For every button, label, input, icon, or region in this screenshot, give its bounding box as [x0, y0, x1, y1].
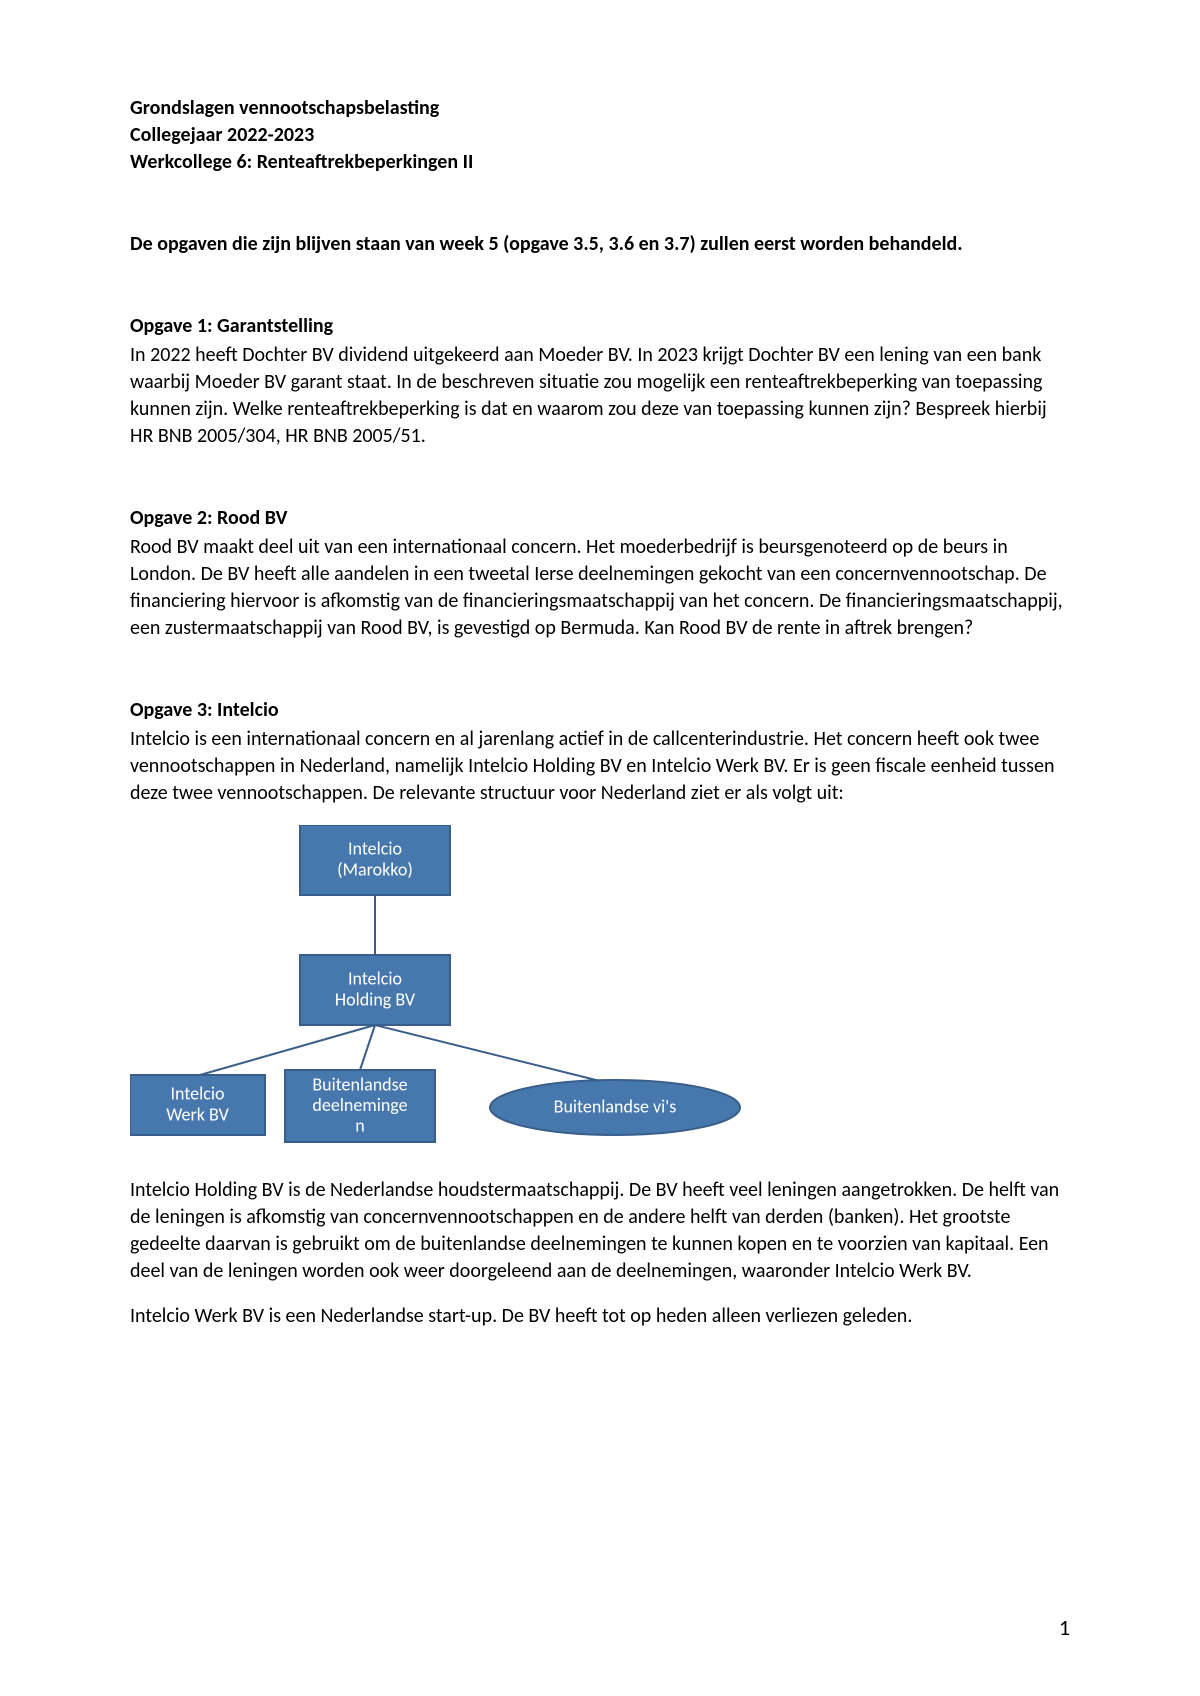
opgave-3-text: Intelcio is een internationaal concern e… [130, 726, 1070, 807]
diagram-node-label: Holding BV [335, 988, 416, 1010]
diagram-node-label: Intelcio [348, 838, 402, 860]
header-line-1: Grondslagen vennootschapsbelasting [130, 95, 1070, 122]
intro-paragraph: De opgaven die zijn blijven staan van we… [130, 231, 1070, 258]
diagram-edge [200, 1025, 375, 1075]
diagram-edge [360, 1025, 375, 1070]
opgave-1: Opgave 1: Garantstelling In 2022 heeft D… [130, 313, 1070, 450]
opgave-2-title: Opgave 2: Rood BV [130, 505, 1070, 532]
diagram-node-label: deelneminge [312, 1094, 407, 1116]
diagram-node-label: Buitenlandse [312, 1073, 407, 1095]
org-chart-svg: Intelcio(Marokko)IntelcioHolding BVIntel… [130, 825, 750, 1155]
opgave-3: Opgave 3: Intelcio Intelcio is een inter… [130, 697, 1070, 1330]
diagram-node-label: (Marokko) [337, 858, 413, 880]
header-line-3: Werkcollege 6: Renteaftrekbeperkingen II [130, 149, 1070, 176]
opgave-1-title: Opgave 1: Garantstelling [130, 313, 1070, 340]
opgave-3-para3: Intelcio Werk BV is een Nederlandse star… [130, 1303, 1070, 1330]
diagram-node-label: Werk BV [166, 1103, 229, 1125]
document-page: Grondslagen vennootschapsbelasting Colle… [0, 0, 1200, 1696]
opgave-3-para2: Intelcio Holding BV is de Nederlandse ho… [130, 1177, 1070, 1285]
opgave-2-text: Rood BV maakt deel uit van een internati… [130, 534, 1070, 642]
org-chart-diagram: Intelcio(Marokko)IntelcioHolding BVIntel… [130, 825, 1070, 1155]
diagram-node-label: n [355, 1115, 364, 1137]
opgave-1-text: In 2022 heeft Dochter BV dividend uitgek… [130, 342, 1070, 450]
diagram-node-label: Buitenlandse vi's [554, 1095, 677, 1117]
opgave-3-title: Opgave 3: Intelcio [130, 697, 1070, 724]
opgave-2: Opgave 2: Rood BV Rood BV maakt deel uit… [130, 505, 1070, 642]
diagram-node-label: Intelcio [348, 968, 402, 990]
page-number: 1 [1059, 1614, 1070, 1641]
document-header: Grondslagen vennootschapsbelasting Colle… [130, 95, 1070, 176]
header-line-2: Collegejaar 2022-2023 [130, 122, 1070, 149]
diagram-node-label: Intelcio [171, 1083, 225, 1105]
